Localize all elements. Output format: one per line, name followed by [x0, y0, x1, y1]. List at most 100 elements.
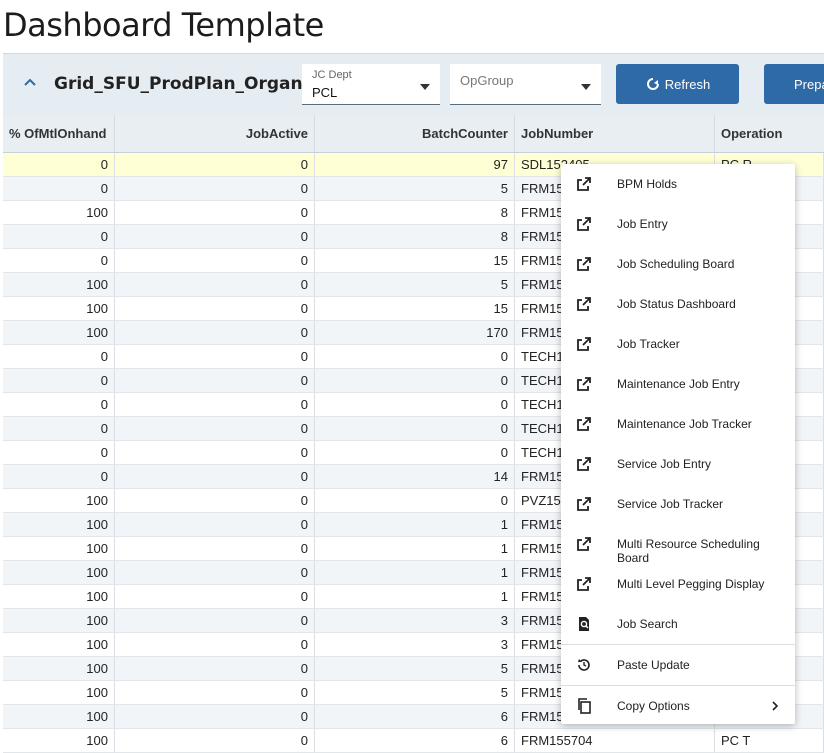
opgroup-combo[interactable]: OpGroup [450, 64, 601, 105]
cell-jobactive[interactable]: 0 [115, 585, 315, 608]
cell-pct-onhand[interactable]: 100 [3, 273, 115, 296]
cell-batchcounter[interactable]: 8 [315, 201, 515, 224]
table-row[interactable]: 100 0 3 FRM15 [3, 633, 824, 657]
cell-batchcounter[interactable]: 5 [315, 177, 515, 200]
cell-jobactive[interactable]: 0 [115, 297, 315, 320]
cell-batchcounter[interactable]: 5 [315, 681, 515, 704]
cell-batchcounter[interactable]: 3 [315, 609, 515, 632]
cell-pct-onhand[interactable]: 100 [3, 537, 115, 560]
cell-jobactive[interactable]: 0 [115, 249, 315, 272]
cell-batchcounter[interactable]: 0 [315, 369, 515, 392]
cell-pct-onhand[interactable]: 0 [3, 225, 115, 248]
cell-pct-onhand[interactable]: 0 [3, 441, 115, 464]
cell-jobactive[interactable]: 0 [115, 393, 315, 416]
cell-pct-onhand[interactable]: 100 [3, 657, 115, 680]
cell-jobactive[interactable]: 0 [115, 561, 315, 584]
cell-batchcounter[interactable]: 97 [315, 153, 515, 176]
cell-pct-onhand[interactable]: 100 [3, 681, 115, 704]
cell-batchcounter[interactable]: 8 [315, 225, 515, 248]
cell-pct-onhand[interactable]: 0 [3, 153, 115, 176]
table-row[interactable]: 0 0 0 TECH1 [3, 393, 824, 417]
menu-item-job-search[interactable]: Job Search [561, 604, 795, 644]
cell-pct-onhand[interactable]: 100 [3, 633, 115, 656]
cell-jobactive[interactable]: 0 [115, 489, 315, 512]
jc-dept-combo[interactable]: JC Dept PCL [302, 64, 440, 105]
chevron-up-icon[interactable] [22, 74, 38, 90]
cell-batchcounter[interactable]: 0 [315, 489, 515, 512]
prepare-button[interactable]: Prepa [764, 64, 824, 104]
cell-jobactive[interactable]: 0 [115, 369, 315, 392]
menu-item-maintenance-job-entry[interactable]: Maintenance Job Entry [561, 364, 795, 404]
cell-jobactive[interactable]: 0 [115, 417, 315, 440]
cell-jobactive[interactable]: 0 [115, 729, 315, 752]
cell-batchcounter[interactable]: 1 [315, 585, 515, 608]
cell-batchcounter[interactable]: 6 [315, 705, 515, 728]
cell-pct-onhand[interactable]: 100 [3, 201, 115, 224]
cell-pct-onhand[interactable]: 100 [3, 489, 115, 512]
menu-item-copy-options[interactable]: Copy Options [561, 686, 795, 726]
cell-batchcounter[interactable]: 0 [315, 441, 515, 464]
table-row[interactable]: 100 0 1 FRM15 [3, 585, 824, 609]
cell-jobactive[interactable]: 0 [115, 657, 315, 680]
cell-batchcounter[interactable]: 0 [315, 393, 515, 416]
cell-jobactive[interactable]: 0 [115, 345, 315, 368]
cell-jobactive[interactable]: 0 [115, 225, 315, 248]
cell-jobactive[interactable]: 0 [115, 465, 315, 488]
cell-jobactive[interactable]: 0 [115, 633, 315, 656]
cell-batchcounter[interactable]: 0 [315, 417, 515, 440]
cell-jobactive[interactable]: 0 [115, 177, 315, 200]
table-row[interactable]: 100 0 6 FRM155704 PC T [3, 729, 824, 753]
cell-batchcounter[interactable]: 1 [315, 513, 515, 536]
cell-jobactive[interactable]: 0 [115, 681, 315, 704]
menu-item-multi-level-pegging-display[interactable]: Multi Level Pegging Display [561, 564, 795, 604]
table-row[interactable]: 100 0 15 FRM15 [3, 297, 824, 321]
cell-pct-onhand[interactable]: 100 [3, 585, 115, 608]
cell-batchcounter[interactable]: 14 [315, 465, 515, 488]
col-header-jobnumber[interactable]: JobNumber [515, 115, 715, 152]
col-header-jobactive[interactable]: JobActive [115, 115, 315, 152]
menu-item-maintenance-job-tracker[interactable]: Maintenance Job Tracker [561, 404, 795, 444]
col-header-pct-onhand[interactable]: % OfMtlOnhand [3, 115, 115, 152]
menu-item-job-entry[interactable]: Job Entry [561, 204, 795, 244]
refresh-button[interactable]: Refresh [616, 64, 739, 104]
cell-batchcounter[interactable]: 170 [315, 321, 515, 344]
cell-jobactive[interactable]: 0 [115, 609, 315, 632]
cell-pct-onhand[interactable]: 0 [3, 345, 115, 368]
cell-jobactive[interactable]: 0 [115, 273, 315, 296]
menu-item-job-scheduling-board[interactable]: Job Scheduling Board [561, 244, 795, 284]
cell-pct-onhand[interactable]: 0 [3, 393, 115, 416]
cell-jobactive[interactable]: 0 [115, 201, 315, 224]
cell-pct-onhand[interactable]: 0 [3, 465, 115, 488]
menu-item-paste-update[interactable]: Paste Update [561, 645, 795, 685]
table-row[interactable]: 100 0 0 PVZ157 [3, 489, 824, 513]
cell-batchcounter[interactable]: 5 [315, 273, 515, 296]
cell-batchcounter[interactable]: 6 [315, 729, 515, 752]
cell-operation[interactable]: PC T [715, 729, 824, 752]
cell-jobactive[interactable]: 0 [115, 705, 315, 728]
cell-pct-onhand[interactable]: 0 [3, 249, 115, 272]
cell-batchcounter[interactable]: 15 [315, 297, 515, 320]
cell-batchcounter[interactable]: 5 [315, 657, 515, 680]
menu-item-service-job-entry[interactable]: Service Job Entry [561, 444, 795, 484]
cell-pct-onhand[interactable]: 100 [3, 705, 115, 728]
cell-batchcounter[interactable]: 1 [315, 537, 515, 560]
table-row[interactable]: 100 0 8 FRM15 [3, 201, 824, 225]
cell-pct-onhand[interactable]: 100 [3, 609, 115, 632]
cell-jobactive[interactable]: 0 [115, 537, 315, 560]
cell-batchcounter[interactable]: 15 [315, 249, 515, 272]
cell-jobactive[interactable]: 0 [115, 321, 315, 344]
cell-jobactive[interactable]: 0 [115, 513, 315, 536]
cell-pct-onhand[interactable]: 100 [3, 297, 115, 320]
cell-pct-onhand[interactable]: 0 [3, 417, 115, 440]
col-header-batchcounter[interactable]: BatchCounter [315, 115, 515, 152]
table-row[interactable]: 100 0 5 FRM15 [3, 681, 824, 705]
cell-pct-onhand[interactable]: 0 [3, 177, 115, 200]
cell-pct-onhand[interactable]: 0 [3, 369, 115, 392]
cell-batchcounter[interactable]: 0 [315, 345, 515, 368]
cell-pct-onhand[interactable]: 100 [3, 729, 115, 752]
menu-item-multi-resource-scheduling-board[interactable]: Multi Resource Scheduling Board [561, 524, 795, 565]
cell-jobactive[interactable]: 0 [115, 153, 315, 176]
cell-jobnumber[interactable]: FRM155704 [515, 729, 715, 752]
col-header-operation[interactable]: Operation [721, 126, 783, 141]
menu-item-job-status-dashboard[interactable]: Job Status Dashboard [561, 284, 795, 324]
